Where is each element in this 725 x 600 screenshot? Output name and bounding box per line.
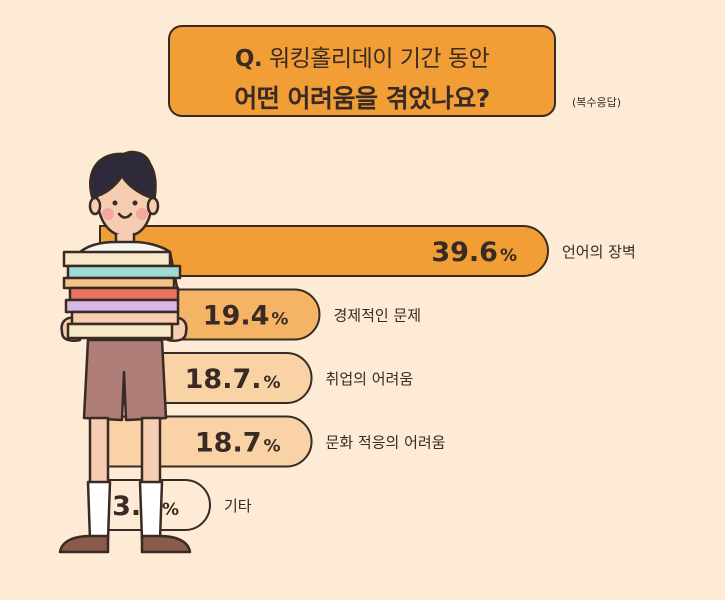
category-label-0: 언어의 장벽 [562, 243, 636, 261]
value-label-2: 18.7.% [185, 364, 281, 395]
value-label-1: 19.4% [203, 301, 289, 332]
person-illustration [58, 150, 192, 554]
value-label-3: 18.7% [195, 428, 281, 459]
category-label-4: 기타 [224, 497, 252, 515]
value-label-0: 39.6% [431, 237, 517, 268]
question-line1: Q. 워킹홀리데이 기간 동안 [170, 39, 554, 73]
bar-0 [99, 225, 549, 277]
category-label-1: 경제적인 문제 [333, 307, 421, 325]
question-line2: 어떤 어려움을 겪었나요? [234, 84, 490, 113]
multiple-response-note: (복수응답) [572, 96, 622, 109]
question-box: Q. 워킹홀리데이 기간 동안 어떤 어려움을 겪었나요? [168, 25, 556, 117]
question-mark-label: Q. [234, 46, 263, 72]
category-label-3: 문화 적응의 어려움 [326, 434, 446, 452]
question-text-1: 워킹홀리데이 기간 동안 [268, 46, 490, 72]
category-label-2: 취업의 어려움 [326, 370, 414, 388]
